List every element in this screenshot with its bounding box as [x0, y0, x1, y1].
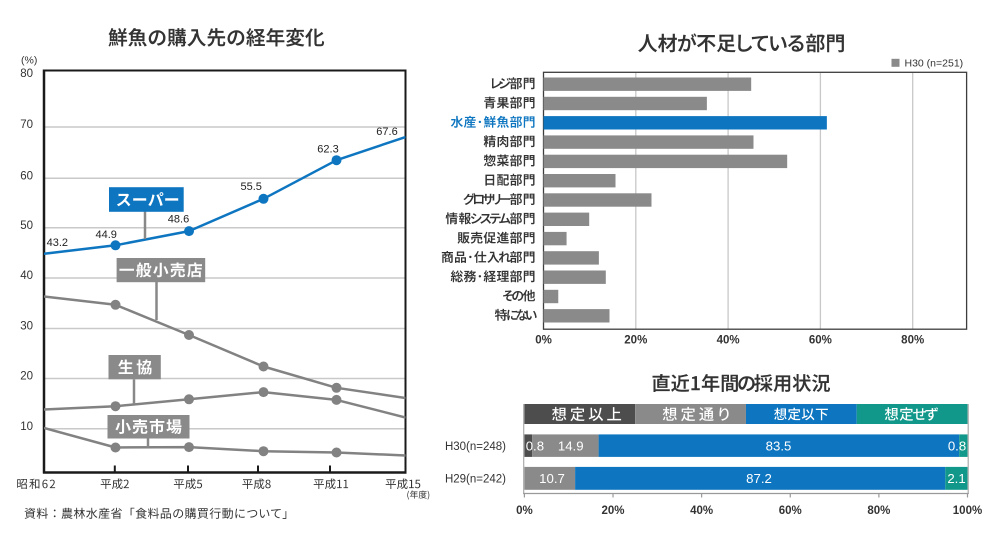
svg-text:87.2: 87.2: [746, 471, 772, 486]
svg-text:40%: 40%: [690, 505, 713, 517]
svg-text:H30 (n=251): H30 (n=251): [905, 58, 964, 70]
svg-text:20%: 20%: [624, 335, 647, 347]
svg-text:0.8: 0.8: [948, 438, 966, 453]
svg-text:80: 80: [20, 68, 33, 80]
svg-text:H29(n=242): H29(n=242): [445, 474, 506, 486]
svg-text:80%: 80%: [867, 505, 890, 517]
svg-text:20%: 20%: [602, 505, 625, 517]
svg-text:62.3: 62.3: [317, 144, 338, 156]
svg-text:14.9: 14.9: [558, 438, 584, 453]
svg-text:30: 30: [20, 321, 33, 333]
svg-text:43.2: 43.2: [47, 237, 68, 249]
svg-text:70: 70: [20, 119, 33, 131]
svg-text:60%: 60%: [779, 505, 802, 517]
svg-text:44.9: 44.9: [95, 229, 116, 241]
svg-text:100%: 100%: [953, 505, 982, 517]
svg-text:40: 40: [20, 270, 33, 282]
svg-text:40%: 40%: [717, 335, 740, 347]
svg-text:50: 50: [20, 220, 33, 232]
svg-text:2.1: 2.1: [947, 471, 965, 486]
svg-text:0%: 0%: [535, 335, 552, 347]
svg-text:10.7: 10.7: [539, 471, 565, 486]
svg-text:67.6: 67.6: [376, 126, 397, 138]
svg-text:0.8: 0.8: [526, 438, 544, 453]
svg-text:83.5: 83.5: [766, 438, 792, 453]
svg-text:80%: 80%: [901, 335, 924, 347]
svg-text:10: 10: [20, 421, 33, 433]
svg-text:H30(n=248): H30(n=248): [445, 441, 506, 453]
svg-text:(%): (%): [21, 54, 37, 66]
svg-text:60: 60: [20, 170, 33, 182]
svg-text:48.6: 48.6: [168, 214, 189, 226]
svg-text:60%: 60%: [809, 335, 832, 347]
svg-text:0%: 0%: [516, 505, 533, 517]
svg-text:55.5: 55.5: [240, 181, 261, 193]
svg-text:20: 20: [20, 371, 33, 383]
